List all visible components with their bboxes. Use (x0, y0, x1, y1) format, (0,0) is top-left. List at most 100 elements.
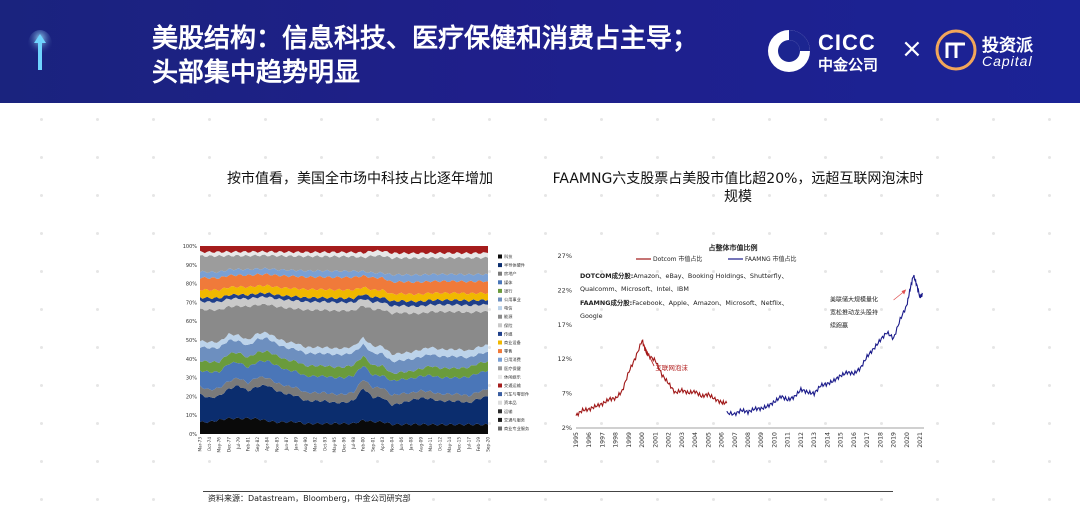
background-dot (96, 460, 99, 463)
background-dot (544, 460, 547, 463)
background-dot (320, 156, 323, 159)
legend-swatch (498, 340, 502, 345)
background-dot (1048, 270, 1051, 273)
background-dot (992, 194, 995, 197)
legend-label: 休闲娱乐 (504, 373, 521, 380)
background-dot (40, 270, 43, 273)
left-x-tick-label: Oct-93 (322, 437, 327, 451)
background-dot (544, 384, 547, 387)
background-dot (1048, 232, 1051, 235)
background-dot (656, 346, 659, 349)
background-dot (936, 346, 939, 349)
background-dot (376, 460, 379, 463)
background-dot (264, 118, 267, 121)
area-series-6 (200, 337, 488, 374)
background-dot (768, 194, 771, 197)
background-dot (768, 498, 771, 501)
background-dot (824, 346, 827, 349)
dotcom-series-line (575, 339, 728, 418)
background-dot (712, 308, 715, 311)
background-dot (1048, 460, 1051, 463)
area-series-2 (200, 384, 488, 426)
background-dot (1048, 118, 1051, 121)
background-dot (208, 232, 211, 235)
background-dot (40, 498, 43, 501)
background-dot (768, 270, 771, 273)
cicc-emblem-icon (768, 30, 810, 72)
background-dot (40, 422, 43, 425)
background-dot (600, 498, 603, 501)
left-x-tick-label: Jul-98 (351, 437, 356, 450)
background-dot (376, 156, 379, 159)
right-x-tick-label: 1997 (599, 432, 606, 448)
background-dot (880, 270, 883, 273)
area-series-8 (200, 303, 488, 356)
legend-label: 商业设备 (504, 339, 522, 346)
faamng-series-line (726, 274, 923, 418)
background-dot (880, 498, 883, 501)
right-x-tick-label: 2013 (811, 432, 818, 448)
background-dot (824, 118, 827, 121)
left-x-tick-label: May-95 (332, 437, 337, 453)
area-series-13 (200, 267, 488, 284)
background-dot (824, 308, 827, 311)
left-x-tick-label: Feb-19 (476, 437, 481, 452)
left-x-tick-label: Aug-09 (418, 437, 423, 452)
left-chart-title: 按市值看，美国全市场中科技占比逐年增加 (227, 171, 493, 187)
background-dot (96, 232, 99, 235)
left-x-tick-label: Mar-92 (313, 437, 318, 452)
background-dot (880, 118, 883, 121)
legend-swatch (498, 366, 502, 371)
background-dot (376, 194, 379, 197)
background-dot (96, 346, 99, 349)
cicc-logo-subtext: 中金公司 (818, 56, 879, 74)
legend-swatch (498, 323, 502, 328)
background-dot (320, 232, 323, 235)
background-dot (712, 156, 715, 159)
right-y-tick-label: 2% (562, 424, 572, 432)
component-list: Google (580, 312, 603, 320)
component-label: DOTCOM成分股: (580, 271, 633, 280)
background-dot (992, 422, 995, 425)
background-dot (936, 118, 939, 121)
background-dot (264, 460, 267, 463)
left-x-tick-label: Feb-00 (361, 437, 366, 452)
component-text-line: DOTCOM成分股:Amazon、eBay、Booking Holdings、S… (580, 271, 788, 280)
background-dot (880, 194, 883, 197)
right-x-tick-label: 2010 (771, 432, 778, 448)
legend-label-faamng: FAAMNG 市值占比 (745, 255, 797, 263)
background-dot (824, 460, 827, 463)
legend-swatch (498, 263, 502, 268)
left-y-tick-label: 100% (183, 244, 198, 250)
legend-label: 银行 (504, 287, 512, 294)
qe-annotation-line: 续跑赢 (830, 322, 848, 330)
left-y-tick-label: 10% (186, 413, 197, 419)
legend-label: 公用事业 (504, 296, 521, 303)
area-series-10 (200, 292, 488, 308)
background-dot (992, 232, 995, 235)
right-x-tick-label: 2017 (864, 432, 871, 448)
background-dot (656, 422, 659, 425)
background-dot (544, 346, 547, 349)
legend-label: 资本品 (504, 399, 517, 406)
background-dot (824, 498, 827, 501)
background-dot (544, 308, 547, 311)
left-y-tick-label: 30% (186, 376, 197, 382)
background-dot (1048, 308, 1051, 311)
right-x-tick-label: 1996 (586, 432, 593, 448)
legend-label: 科技 (504, 253, 513, 260)
background-dot (936, 498, 939, 501)
legend-swatch (498, 400, 502, 405)
background-dot (936, 232, 939, 235)
legend-swatch (498, 331, 502, 336)
legend-swatch (498, 314, 502, 319)
background-dot (656, 194, 659, 197)
background-dot (768, 308, 771, 311)
background-dot (936, 308, 939, 311)
background-dot (712, 232, 715, 235)
right-x-tick-label: 1995 (573, 432, 580, 448)
background-dot (152, 270, 155, 273)
component-list: Facebook、Apple、Amazon、Microsoft、Netflix、 (632, 299, 788, 307)
background-dot (824, 270, 827, 273)
background-dot (824, 232, 827, 235)
